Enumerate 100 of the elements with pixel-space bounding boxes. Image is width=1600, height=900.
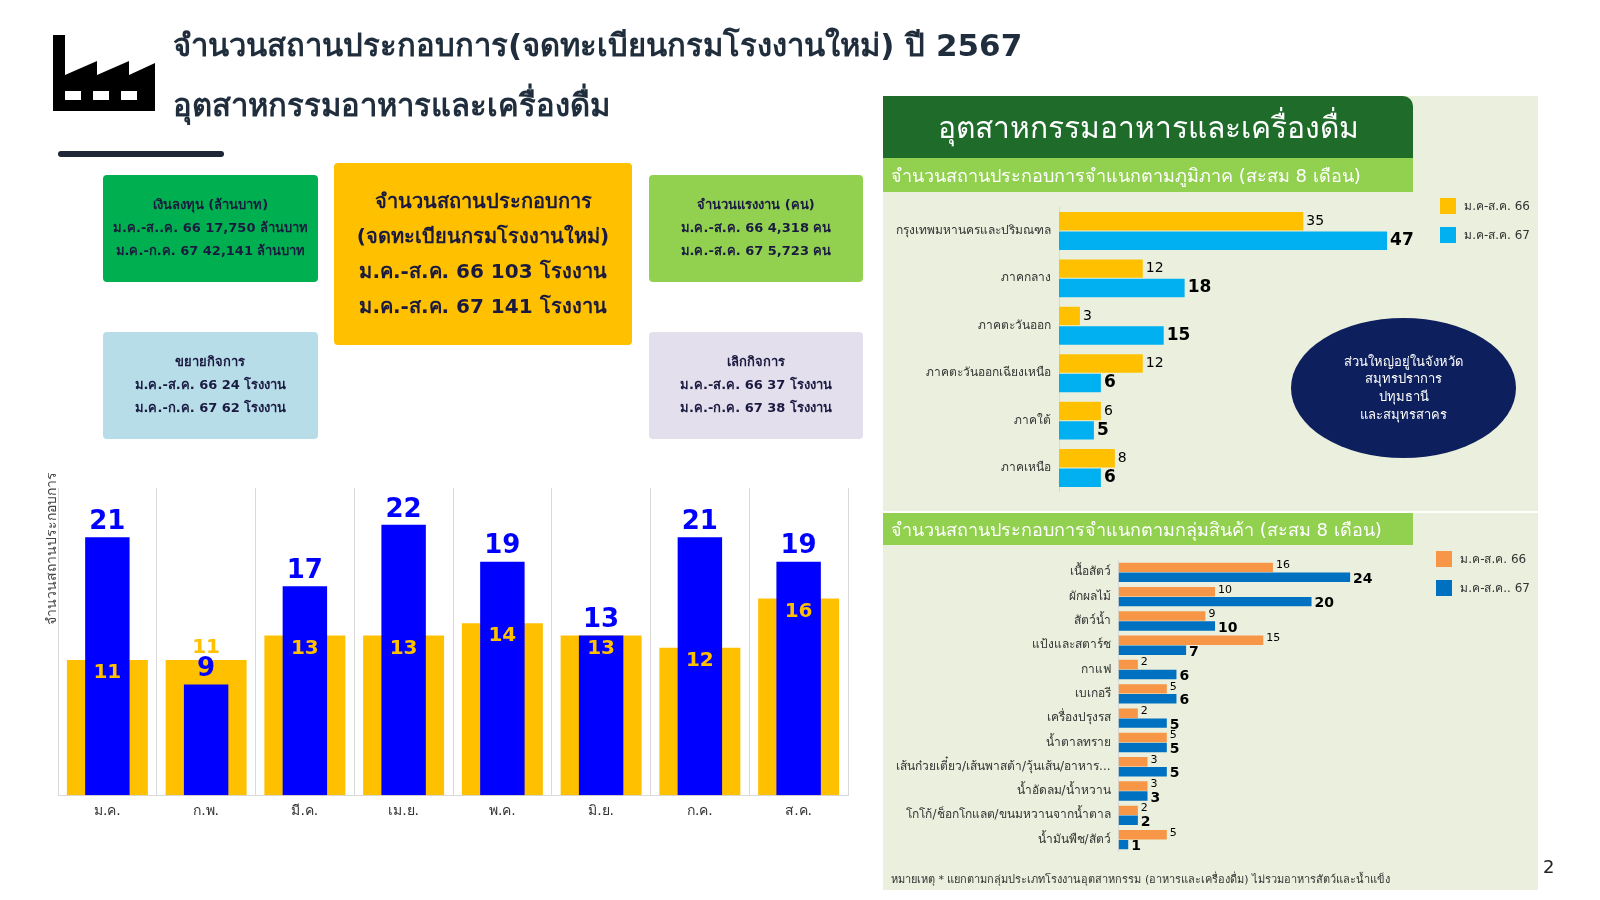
bar (1118, 659, 1138, 670)
bar (1118, 586, 1216, 597)
x-tick-label: ม.ค. (93, 802, 121, 819)
bar (1118, 805, 1138, 816)
data-label: 8 (1117, 449, 1127, 465)
data-label: 5 (1169, 825, 1177, 839)
chart-subtitle: จำนวนสถานประกอบการจำแนกตามภูมิภาค (สะสม 8 เดือน) (883, 158, 1413, 192)
y-tick-label: กรุงเทพมหานครและปริมณฑล (896, 223, 1051, 239)
bar (677, 537, 723, 796)
x-tick-label: มี.ค. (291, 802, 319, 819)
data-label: 18 (1187, 276, 1212, 297)
bar (776, 561, 821, 796)
annotation: ส่วนใหญ่อยู่ในจังหวัด สมุทรปราการ ปทุมธานี และสมุทรสาคร (1344, 352, 1463, 424)
bar (85, 537, 130, 796)
y-tick-label: น้ำอัดลม/น้ำหวาน (1016, 781, 1111, 798)
bar (1118, 757, 1148, 767)
data-label: 5 (1169, 764, 1180, 781)
legend-label: ม.ค-ส.ค. 67 (1464, 227, 1530, 244)
data-label: 12 (685, 646, 714, 671)
bar (1059, 211, 1304, 231)
data-label: 21 (89, 504, 126, 535)
text: หมายเหตุ * แยกตามกลุ่มประเภทโรงงานอุตสาหกรรม (อาหารและเครื่องดื่ม) ไม่รวมอาหารสัตว์และน้ำแข็ง (891, 870, 1391, 888)
bar (1118, 767, 1167, 777)
data-label: 20 (1314, 594, 1335, 611)
legend-label: ม.ค-ส.ค.. 67 (1460, 580, 1530, 597)
data-label: 9 (1208, 606, 1216, 620)
data-label: 5 (1169, 679, 1177, 693)
data-label: 6 (1103, 371, 1116, 392)
data-label: 3 (1150, 752, 1158, 766)
bar (1118, 635, 1264, 645)
data-label: 13 (583, 603, 620, 634)
data-label: 10 (1218, 582, 1233, 596)
bar (1118, 645, 1187, 655)
bar (1059, 401, 1101, 421)
y-tick-label: โกโก้/ช็อกโกแลต/ขนมหวานจากน้ำตาล (906, 805, 1111, 822)
y-tick-label: น้ำตาลทราย (1045, 732, 1111, 749)
data-label: 47 (1390, 229, 1414, 250)
bar (480, 561, 525, 796)
bar (1059, 231, 1388, 250)
chart-title: อุตสาหกรรมอาหารและเครื่องดื่ม (883, 96, 1413, 158)
x-tick-label: มิ.ย. (588, 802, 615, 819)
text: อุตสาหกรรมอาหารและเครื่องดื่ม (173, 82, 610, 127)
text: จำนวนสถานประกอบการ(จดทะเบียนกรมโรงงานใหม่) ปี 2567 (173, 26, 1023, 65)
text: ขยายกิจการ ม.ค.-ส.ค. 66 24 โรงงาน ม.ค.-ก.ค. 67 62 โรงงาน (134, 353, 287, 417)
y-tick-label: ภาคใต้ (1014, 412, 1051, 427)
data-label: 15 (1166, 323, 1191, 344)
data-label: 35 (1306, 211, 1325, 228)
text: เลิกกิจการ ม.ค.-ส.ค. 66 37 โรงงาน ม.ค.-ก.ค. 67 38 โรงงาน (680, 353, 832, 417)
bar (183, 684, 229, 796)
text: เงินลงทุน (ล้านบาท) ม.ค.-ส..ค. 66 17,750 ล้านบาท ม.ค.-ก.ค. 67 42,141 ล้านบาท (113, 196, 308, 260)
bar (1118, 611, 1206, 621)
bar (1059, 373, 1101, 393)
bar (1118, 621, 1216, 631)
bar (1118, 718, 1167, 728)
x-tick-label: ส.ค. (785, 802, 813, 819)
x-tick-label: ก.พ. (193, 802, 220, 819)
y-tick-label: ภาคตะวันออก (978, 317, 1051, 332)
y-tick-label: เครื่องปรุงรส (1046, 708, 1112, 726)
bar (1059, 259, 1143, 278)
data-label: 16 (784, 597, 813, 622)
legend-label: ม.ค-ส.ค. 66 (1464, 198, 1530, 215)
y-tick-label: เบเกอรี (1074, 685, 1112, 700)
data-label: 7 (1189, 642, 1199, 659)
bar (1118, 742, 1167, 753)
data-label: 3 (1150, 788, 1161, 805)
data-label: 6 (1179, 691, 1190, 708)
data-label: 3 (1082, 306, 1092, 323)
bar (1118, 684, 1167, 694)
data-label: 5 (1096, 418, 1109, 439)
text: 2 (1543, 856, 1555, 877)
bar (1059, 326, 1164, 345)
y-tick-label: เส้นก๋วยเตี๋ยว/เส้นพาสต้า/วุ้นเส้น/อาหาร... (895, 755, 1111, 774)
y-tick-label: น้ำมันพืช/สัตว์ (1037, 829, 1111, 846)
data-label: 21 (681, 504, 718, 535)
bar (1059, 306, 1080, 326)
bar (1118, 815, 1138, 826)
data-label: 6 (1103, 466, 1116, 487)
bar (1059, 278, 1185, 298)
y-axis-title: จำนวนสถานประกอบการ (41, 471, 59, 625)
y-tick-label: ภาคกลาง (1001, 270, 1051, 285)
text: จำนวนสถานประกอบการ (จดทะเบียนกรมโรงงานใหม่) ม.ค.-ส.ค. 66 103 โรงงาน ม.ค.-ส.ค. 67 141 โรงงาน (356, 188, 610, 320)
data-label: 2 (1140, 655, 1148, 669)
y-tick-label: ภาคเหนือ (1001, 460, 1051, 475)
data-label: 12 (1145, 354, 1164, 371)
x-tick-label: เม.ย. (388, 802, 420, 819)
data-label: 10 (1218, 618, 1238, 635)
data-label: 15 (1266, 631, 1281, 645)
data-label: 13 (389, 634, 418, 659)
data-label: 2 (1140, 801, 1148, 815)
y-tick-label: ผักผลไม้ (1068, 588, 1111, 603)
bar (1118, 781, 1148, 791)
data-label: 19 (780, 529, 817, 560)
y-tick-label: แป้งและสตาร์ช (1031, 637, 1111, 652)
data-label: 6 (1103, 401, 1113, 418)
data-label: 1 (1131, 837, 1141, 854)
y-tick-label: กาแฟ (1080, 661, 1111, 676)
y-tick-label: ภาคตะวันออกเฉียงเหนือ (926, 365, 1051, 380)
data-label: 16 (1275, 558, 1290, 572)
text: จำนวนแรงงาน (คน) ม.ค.-ส.ค. 66 4,318 คน ม.ค.-ส.ค. 67 5,723 คน (680, 196, 832, 260)
y-tick-label: เนื้อสัตว์ (1069, 562, 1111, 579)
